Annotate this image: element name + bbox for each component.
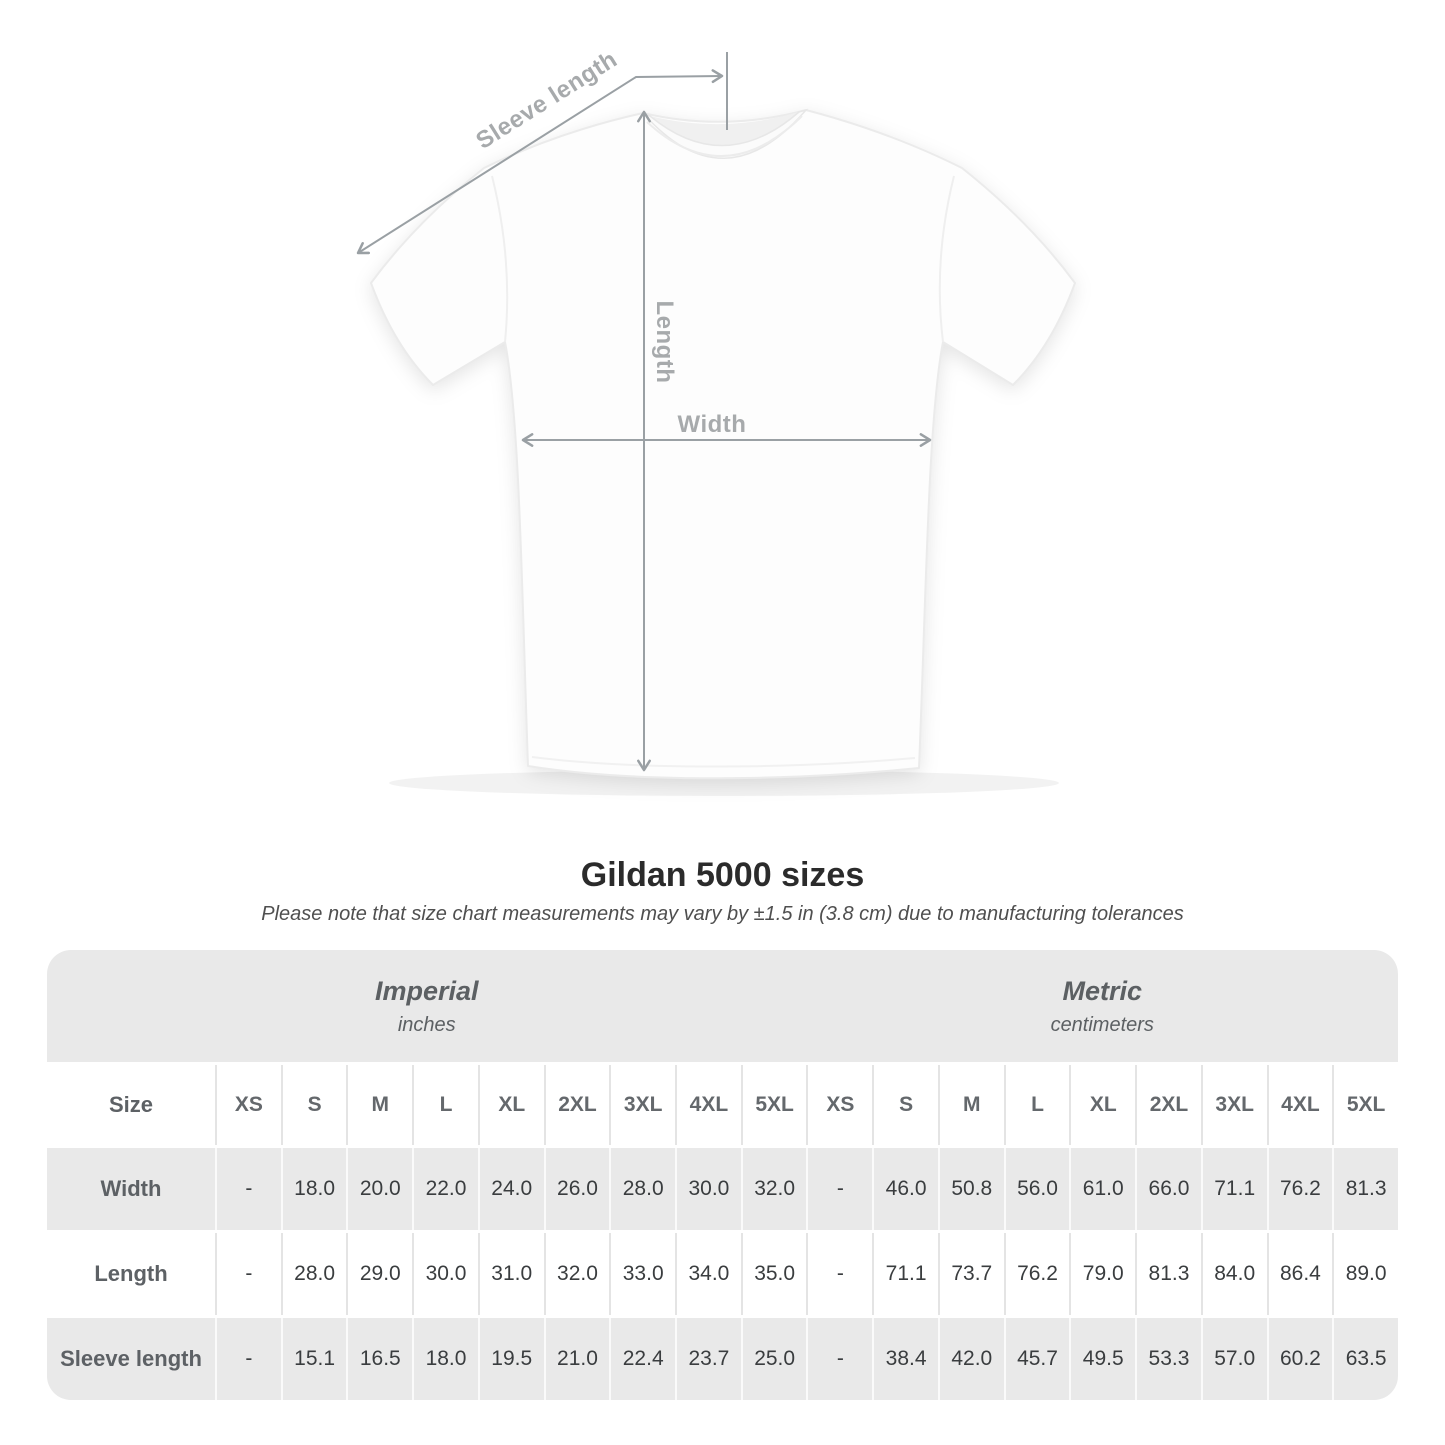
table-cell: 29.0: [346, 1233, 412, 1315]
table-cell: 50.8: [937, 1148, 1004, 1230]
size-column-header: M: [346, 1065, 412, 1145]
table-cell: -: [215, 1318, 281, 1400]
table-cell: 53.3: [1135, 1318, 1201, 1400]
imperial-unit: inches: [397, 1013, 456, 1036]
table-cell: 19.5: [477, 1318, 544, 1400]
size-column-header: 5XL: [1332, 1065, 1398, 1145]
table-cell: -: [215, 1148, 281, 1230]
table-cell: 45.7: [1003, 1318, 1070, 1400]
size-chart-table: Imperial inches Metric centimeters Size …: [47, 950, 1398, 1400]
table-cell: 81.3: [1135, 1233, 1201, 1315]
table-cell: 31.0: [477, 1233, 544, 1315]
size-column-header: L: [412, 1065, 478, 1145]
row-label: Sleeve length: [60, 1346, 202, 1371]
corner-label-size: Size: [108, 1092, 154, 1117]
sleeve-length-row: Sleeve length - 15.1 16.5 18.0 19.5 21.0…: [47, 1315, 1398, 1400]
table-cell: 28.0: [609, 1148, 675, 1230]
tshirt-shadow: [389, 770, 1059, 796]
table-cell: 56.0: [1003, 1148, 1070, 1230]
table-cell: 26.0: [543, 1148, 610, 1230]
table-cell: 21.0: [543, 1318, 610, 1400]
table-cell: -: [806, 1318, 872, 1400]
table-cell: 16.5: [346, 1318, 412, 1400]
table-cell: 46.0: [872, 1148, 938, 1230]
size-column-header: XS: [215, 1065, 281, 1145]
size-column-header: 4XL: [1266, 1065, 1333, 1145]
table-cell: 76.2: [1266, 1148, 1333, 1230]
table-cell: -: [215, 1233, 281, 1315]
table-cell: 71.1: [1200, 1148, 1267, 1230]
tshirt-image: [370, 108, 1076, 780]
size-header-row: Size XS S M L XL 2XL 3XL 4XL 5XL XS S M …: [47, 1062, 1398, 1145]
table-cell: 38.4: [872, 1318, 938, 1400]
table-cell: 32.0: [543, 1233, 610, 1315]
unit-section-strip: Imperial inches Metric centimeters: [47, 950, 1398, 1062]
length-label: Length: [651, 301, 678, 384]
table-cell: 20.0: [346, 1148, 412, 1230]
table-cell: 25.0: [740, 1318, 807, 1400]
size-column-header: 5XL: [740, 1065, 807, 1145]
tshirt-measurement-diagram: Sleeve length Length Width: [356, 46, 1076, 796]
length-row: Length - 28.0 29.0 30.0 31.0 32.0 33.0 3…: [47, 1230, 1398, 1315]
table-cell: 42.0: [937, 1318, 1004, 1400]
table-cell: 84.0: [1200, 1233, 1267, 1315]
table-cell: 30.0: [412, 1233, 478, 1315]
imperial-section-header: Imperial inches: [47, 950, 807, 1062]
table-cell: 32.0: [740, 1148, 807, 1230]
tolerance-note: Please note that size chart measurements…: [261, 903, 1184, 925]
table-cell: 33.0: [609, 1233, 675, 1315]
table-cell: 35.0: [740, 1233, 807, 1315]
table-cell: 34.0: [675, 1233, 741, 1315]
table-cell: 81.3: [1332, 1148, 1398, 1230]
table-cell: 15.1: [280, 1318, 347, 1400]
size-column-header: 2XL: [543, 1065, 610, 1145]
size-column-header: 2XL: [1135, 1065, 1201, 1145]
table-cell: 28.0: [280, 1233, 347, 1315]
size-column-header: M: [937, 1065, 1004, 1145]
size-column-header: 4XL: [675, 1065, 741, 1145]
title-block: Gildan 5000 sizes Please note that size …: [0, 856, 1445, 928]
table-cell: 63.5: [1332, 1318, 1398, 1400]
size-column-header: XS: [806, 1065, 872, 1145]
table-cell: -: [806, 1233, 872, 1315]
size-column-header: XL: [1069, 1065, 1135, 1145]
row-label: Width: [100, 1176, 162, 1201]
table-cell: 18.0: [280, 1148, 347, 1230]
table-cell: 73.7: [937, 1233, 1004, 1315]
table-cell: 23.7: [675, 1318, 741, 1400]
table-cell: 30.0: [675, 1148, 741, 1230]
size-column-header: S: [280, 1065, 347, 1145]
metric-section-header: Metric centimeters: [807, 950, 1399, 1062]
table-cell: 66.0: [1135, 1148, 1201, 1230]
table-cell: 57.0: [1200, 1318, 1267, 1400]
row-label: Length: [94, 1261, 168, 1286]
table-cell: 89.0: [1332, 1233, 1398, 1315]
width-row: Width - 18.0 20.0 22.0 24.0 26.0 28.0 30…: [47, 1145, 1398, 1230]
table-cell: 24.0: [477, 1148, 544, 1230]
table-cell: 79.0: [1069, 1233, 1135, 1315]
table-cell: 18.0: [412, 1318, 478, 1400]
imperial-title: Imperial: [374, 975, 479, 1006]
table-cell: 76.2: [1003, 1233, 1070, 1315]
size-column-header: 3XL: [1200, 1065, 1267, 1145]
width-label: Width: [678, 411, 747, 438]
size-column-header: XL: [477, 1065, 544, 1145]
table-cell: -: [806, 1148, 872, 1230]
table-cell: 71.1: [872, 1233, 938, 1315]
size-column-header: 3XL: [609, 1065, 675, 1145]
table-cell: 22.4: [609, 1318, 675, 1400]
size-column-header: L: [1003, 1065, 1070, 1145]
table-cell: 22.0: [412, 1148, 478, 1230]
table-cell: 49.5: [1069, 1318, 1135, 1400]
table-cell: 60.2: [1266, 1318, 1333, 1400]
size-column-header: S: [872, 1065, 938, 1145]
table-cell: 61.0: [1069, 1148, 1135, 1230]
table-cell: 86.4: [1266, 1233, 1333, 1315]
metric-title: Metric: [1062, 975, 1143, 1006]
sleeve-length-arrow: [356, 69, 724, 255]
page-title: Gildan 5000 sizes: [580, 856, 865, 894]
metric-unit: centimeters: [1050, 1013, 1154, 1036]
